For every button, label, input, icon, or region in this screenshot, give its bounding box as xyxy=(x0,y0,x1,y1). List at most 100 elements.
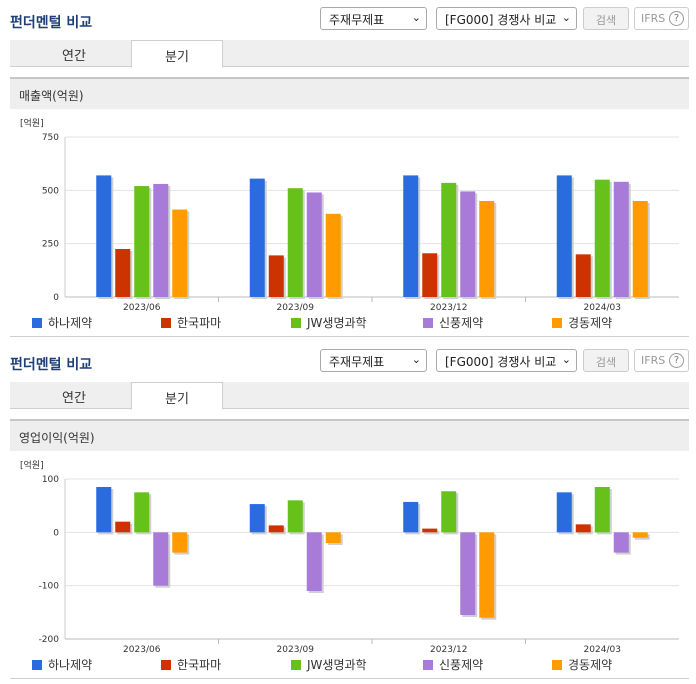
bar--1 xyxy=(268,525,284,533)
bar--1 xyxy=(325,532,341,543)
operating-profit-bar-chart: [억원] -200 -100 0 100 2023/06 2023/09 2023/12 202… xyxy=(20,459,679,653)
legend-item[interactable]: 경동제약 xyxy=(552,314,612,331)
bar-jw-1 xyxy=(287,188,303,297)
legend-item[interactable]: 신풍제약 xyxy=(423,656,483,673)
section-header: 매출액(억원) xyxy=(10,77,689,109)
ifrs-button[interactable]: IFRS ? xyxy=(634,349,689,372)
legend-label: 하나제약 xyxy=(48,658,93,672)
compare-select[interactable]: [FG000] 경쟁사 비교 ⌄ xyxy=(436,349,577,372)
ifrs-button[interactable]: IFRS ? xyxy=(634,7,689,30)
legend-swatch xyxy=(552,660,562,670)
sales-bar-chart: [억원] 0 250 500 750 2023/06 2023/09 2023/12 2024/… xyxy=(20,117,679,311)
y-tick-label: 100 xyxy=(42,475,59,485)
bar--1 xyxy=(249,504,265,533)
legend-swatch xyxy=(32,318,42,328)
bar--0 xyxy=(96,175,112,297)
section-title: 영업이익(억원) xyxy=(19,431,95,445)
bar--2 xyxy=(479,532,495,618)
tab-annual[interactable]: 연간 xyxy=(62,49,86,64)
search-button[interactable]: 검색 xyxy=(583,7,629,30)
bar--2 xyxy=(479,201,495,297)
bar--3 xyxy=(575,254,591,297)
bar--1 xyxy=(249,178,265,297)
section-title: 매출액(억원) xyxy=(19,89,84,103)
bar--3 xyxy=(613,181,629,297)
divider xyxy=(10,678,689,679)
legend-item[interactable]: 경동제약 xyxy=(552,656,612,673)
bar--0 xyxy=(153,532,169,586)
y-tick-label: 250 xyxy=(42,240,59,250)
legend-label: 경동제약 xyxy=(568,316,613,330)
panel-title: 펀더멘털 비교 xyxy=(10,357,93,373)
x-tick-label: 2024/03 xyxy=(584,645,621,653)
ifrs-label: IFRS xyxy=(641,354,666,367)
legend-item[interactable]: 한국파마 xyxy=(161,656,221,673)
legend-item[interactable]: 한국파마 xyxy=(161,314,221,331)
bar-jw-0 xyxy=(134,186,150,297)
bar-jw-3 xyxy=(594,179,610,297)
statement-select[interactable]: 주재무제표 ⌄ xyxy=(320,349,427,372)
legend-item[interactable]: 하나제약 xyxy=(32,656,92,673)
panel-header: 펀더멘털 비교 주재무제표 ⌄ [FG000] 경쟁사 비교 ⌄ 검색 IFRS… xyxy=(0,0,696,40)
legend-swatch xyxy=(32,660,42,670)
bar--2 xyxy=(460,532,476,615)
legend-label: 신풍제약 xyxy=(439,658,484,672)
bar--3 xyxy=(613,532,629,553)
legend-item[interactable]: 신풍제약 xyxy=(423,314,483,331)
legend-label: JW생명과학 xyxy=(307,658,367,672)
bar--1 xyxy=(306,532,322,591)
bar--2 xyxy=(403,175,419,297)
legend-swatch xyxy=(552,318,562,328)
chart-legend: 하나제약 한국파마 JW생명과학 신풍제약 경동제약 xyxy=(10,311,689,333)
compare-select-value: [FG000] 경쟁사 비교 xyxy=(445,13,557,27)
chevron-down-icon: ⌄ xyxy=(561,353,571,366)
legend-label: 한국파마 xyxy=(177,658,222,672)
legend-item[interactable]: 하나제약 xyxy=(32,314,92,331)
bar--1 xyxy=(325,213,341,297)
compare-select[interactable]: [FG000] 경쟁사 비교 ⌄ xyxy=(436,7,577,30)
bar--3 xyxy=(632,201,648,297)
x-tick-label: 2023/12 xyxy=(430,303,467,311)
y-tick-label: -100 xyxy=(39,582,60,592)
y-tick-label: 750 xyxy=(42,133,59,143)
bar-jw-1 xyxy=(287,500,303,533)
tab-annual[interactable]: 연간 xyxy=(62,391,86,406)
x-tick-label: 2023/09 xyxy=(277,303,315,311)
legend-swatch xyxy=(423,660,433,670)
bar--2 xyxy=(422,528,438,533)
legend-item[interactable]: JW생명과학 xyxy=(291,314,367,331)
tab-quarterly[interactable]: 분기 xyxy=(131,382,223,410)
bar--1 xyxy=(306,192,322,297)
chevron-down-icon: ⌄ xyxy=(411,11,421,24)
statement-select-value: 주재무제표 xyxy=(329,355,385,369)
legend-label: 경동제약 xyxy=(568,658,613,672)
y-tick-label: 0 xyxy=(53,293,59,303)
search-button[interactable]: 검색 xyxy=(583,349,629,372)
x-tick-label: 2023/09 xyxy=(277,645,315,653)
panel-title: 펀더멘털 비교 xyxy=(10,15,93,31)
tab-quarterly[interactable]: 분기 xyxy=(131,40,223,68)
legend-item[interactable]: JW생명과학 xyxy=(291,656,367,673)
bar--2 xyxy=(422,253,438,297)
bar-shadow xyxy=(424,530,440,535)
statement-select-value: 주재무제표 xyxy=(329,13,385,27)
bar--3 xyxy=(575,524,591,533)
x-tick-label: 2023/06 xyxy=(123,303,161,311)
bar--0 xyxy=(96,487,112,533)
statement-select[interactable]: 주재무제표 ⌄ xyxy=(320,7,427,30)
help-icon[interactable]: ? xyxy=(669,353,684,368)
help-icon[interactable]: ? xyxy=(669,11,684,26)
legend-swatch xyxy=(161,660,171,670)
bar--0 xyxy=(172,532,188,553)
y-tick-label: 500 xyxy=(42,186,59,196)
fundamental-panel-sales: 펀더멘털 비교 주재무제표 ⌄ [FG000] 경쟁사 비교 ⌄ 검색 IFRS… xyxy=(0,0,696,337)
x-tick-label: 2023/12 xyxy=(430,645,467,653)
bar--0 xyxy=(115,521,131,533)
bar--3 xyxy=(632,532,648,538)
legend-swatch xyxy=(423,318,433,328)
compare-select-value: [FG000] 경쟁사 비교 xyxy=(445,355,557,369)
divider xyxy=(10,336,689,337)
y-tick-label: 0 xyxy=(53,528,59,538)
ifrs-label: IFRS xyxy=(641,12,666,25)
bar--0 xyxy=(115,249,131,297)
